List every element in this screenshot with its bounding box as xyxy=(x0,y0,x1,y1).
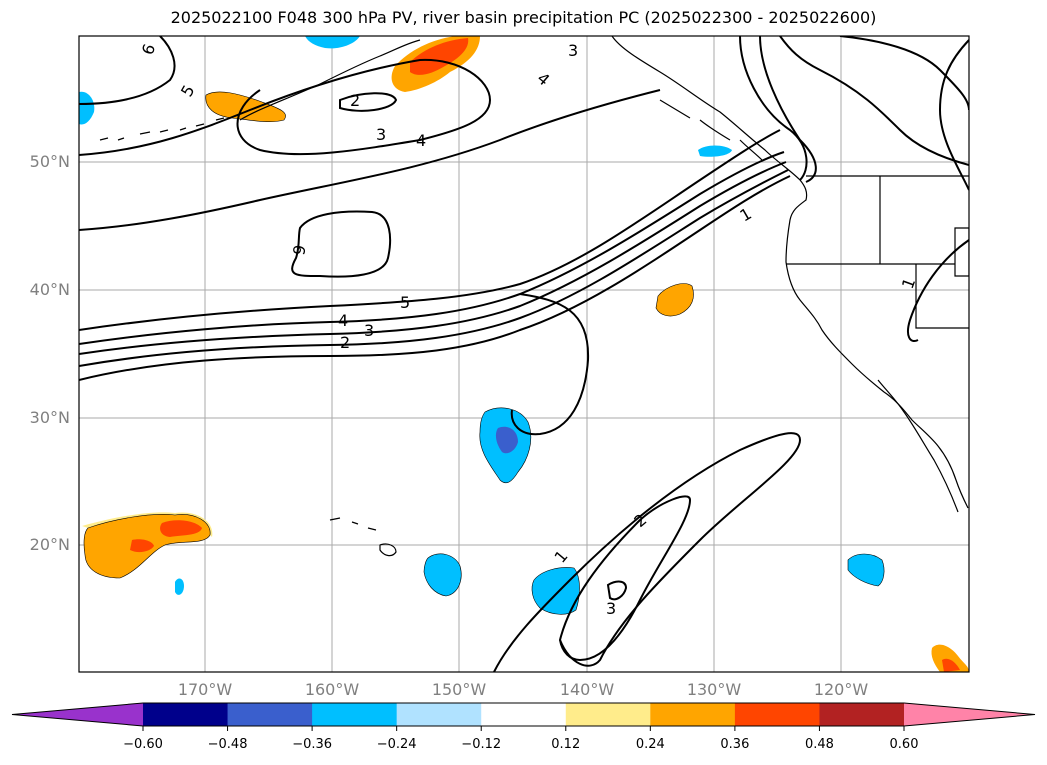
colorbar-tick-label: −0.24 xyxy=(376,737,417,752)
contour-label: 3 xyxy=(568,41,578,60)
contour-label: 9 xyxy=(289,243,309,256)
contour-label: 6 xyxy=(138,41,159,57)
colorbar-segment xyxy=(734,703,820,726)
coastlines xyxy=(99,36,969,557)
contour-label: 4 xyxy=(416,131,426,150)
pv-contours xyxy=(79,36,969,672)
contour-label: 4 xyxy=(338,311,348,330)
lat-label-40n: 40°N xyxy=(29,280,70,299)
contour-label: 3 xyxy=(606,599,616,618)
lat-label-20n: 20°N xyxy=(29,535,70,554)
colorbar-tick-label: 0.36 xyxy=(720,737,750,752)
colorbar-segment xyxy=(227,703,313,726)
colorbar-tick-label: −0.12 xyxy=(461,737,502,752)
colorbar xyxy=(11,702,1036,731)
colorbar-tick-label: 0.24 xyxy=(635,737,665,752)
colorbar-segment xyxy=(819,703,905,726)
lon-label-120w: 120°W xyxy=(813,680,869,699)
lon-label-170w: 170°W xyxy=(177,680,233,699)
contour-label: 3 xyxy=(376,125,386,144)
lon-label-160w: 160°W xyxy=(304,680,360,699)
contour-labels: 6 5 2 3 4 3 4 9 5 4 3 2 1 1 2 1 3 xyxy=(138,41,919,618)
lon-label-130w: 130°W xyxy=(686,680,742,699)
contour-label: 5 xyxy=(400,293,410,312)
colorbar-segment xyxy=(565,703,651,726)
contour-label: 5 xyxy=(177,82,199,100)
contour-label: 1 xyxy=(737,204,755,226)
lon-label-150w: 150°W xyxy=(431,680,487,699)
colorbar-segment xyxy=(481,703,567,726)
colorbar-segment xyxy=(650,703,736,726)
lat-label-30n: 30°N xyxy=(29,408,70,427)
colorbar-tick-label: −0.36 xyxy=(292,737,333,752)
contour-label: 3 xyxy=(364,321,374,340)
colorbar-extend-max xyxy=(904,703,1035,726)
chart-title: 2025022100 F048 300 hPa PV, river basin … xyxy=(170,8,877,27)
lat-label-50n: 50°N xyxy=(29,152,70,171)
colorbar-tick-label: 0.12 xyxy=(551,737,581,752)
colorbar-segment xyxy=(312,703,398,726)
lon-label-140w: 140°W xyxy=(559,680,615,699)
map-frame xyxy=(78,35,970,673)
colorbar-tick-label: 0.60 xyxy=(889,737,919,752)
contour-label: 4 xyxy=(533,69,553,90)
contour-label: 1 xyxy=(551,547,572,567)
colorbar-tick-label: −0.60 xyxy=(123,737,163,752)
colorbar-segment xyxy=(396,703,482,726)
precip-shading xyxy=(79,36,969,672)
colorbar-segment xyxy=(143,703,229,726)
colorbar-tick-label: −0.48 xyxy=(207,737,248,752)
colorbar-tick-label: 0.48 xyxy=(804,737,834,752)
contour-label: 2 xyxy=(340,333,350,352)
colorbar-extend-min xyxy=(12,703,143,726)
shading-outlines xyxy=(83,91,885,615)
contour-label: 2 xyxy=(350,91,360,110)
